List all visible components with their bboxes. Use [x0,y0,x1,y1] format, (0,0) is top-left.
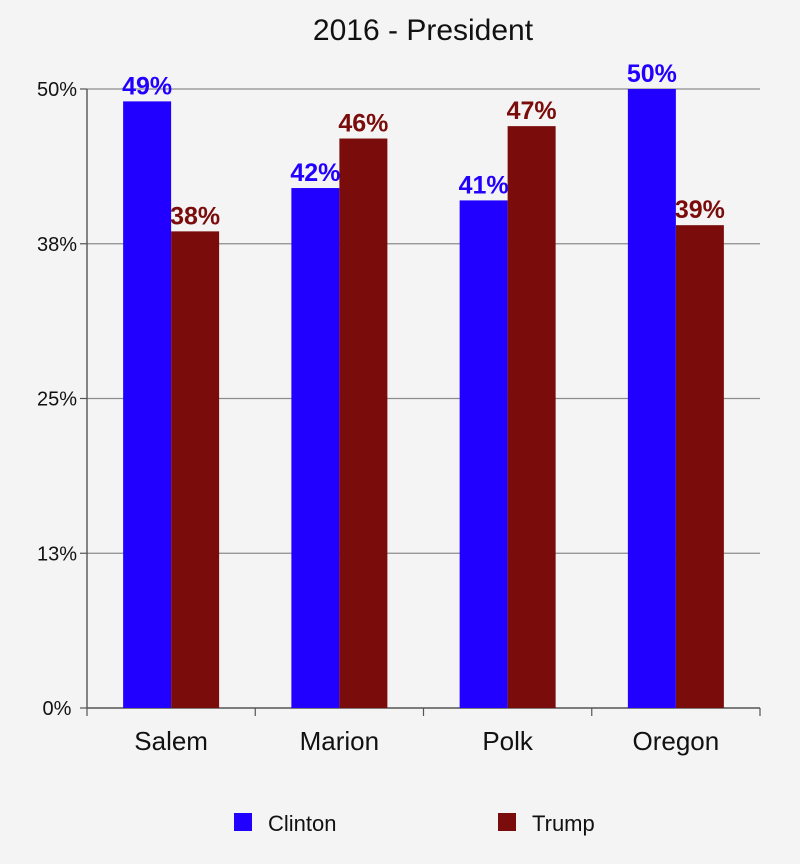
category-labels: Salem Marion Polk Oregon [134,726,719,756]
data-label-trump-salem: 38% [170,202,220,230]
legend-swatch-trump [498,813,516,831]
legend-label-clinton: Clinton [268,811,336,836]
data-label-trump-oregon: 39% [675,196,725,224]
y-tick-label: 50% [37,79,77,101]
category-label-salem: Salem [134,726,208,756]
legend: Clinton Trump [234,811,595,836]
bars [123,89,724,709]
legend-swatch-clinton [234,813,252,831]
bar-clinton-oregon [627,89,676,708]
bar-clinton-marion [291,188,340,709]
bar-trump-marion [339,138,388,708]
data-label-clinton-polk: 41% [459,171,509,199]
category-label-polk: Polk [482,726,534,756]
y-tick-label: 38% [37,234,77,256]
y-tick-label: 13% [37,543,77,565]
axes: 0% 13% 25% 38% 50% [37,79,761,720]
legend-label-trump: Trump [532,811,595,836]
bar-trump-polk [507,126,556,708]
bar-trump-salem [171,231,220,708]
category-label-oregon: Oregon [633,726,720,756]
bar-trump-oregon [675,225,724,708]
chart-title: 2016 - President [313,14,534,47]
y-tick-label: 25% [37,389,77,411]
data-label-clinton-marion: 42% [290,159,340,187]
data-label-clinton-salem: 49% [122,72,172,100]
data-label-clinton-oregon: 50% [627,60,677,88]
data-label-trump-polk: 47% [507,97,557,125]
data-labels: 49% 38% 42% 46% 41% 47% 50% 39% [122,60,725,230]
bar-clinton-polk [459,200,508,709]
bar-clinton-salem [123,101,172,708]
data-label-trump-marion: 46% [338,110,388,138]
y-tick-label: 0% [43,698,72,720]
category-label-marion: Marion [300,726,379,756]
